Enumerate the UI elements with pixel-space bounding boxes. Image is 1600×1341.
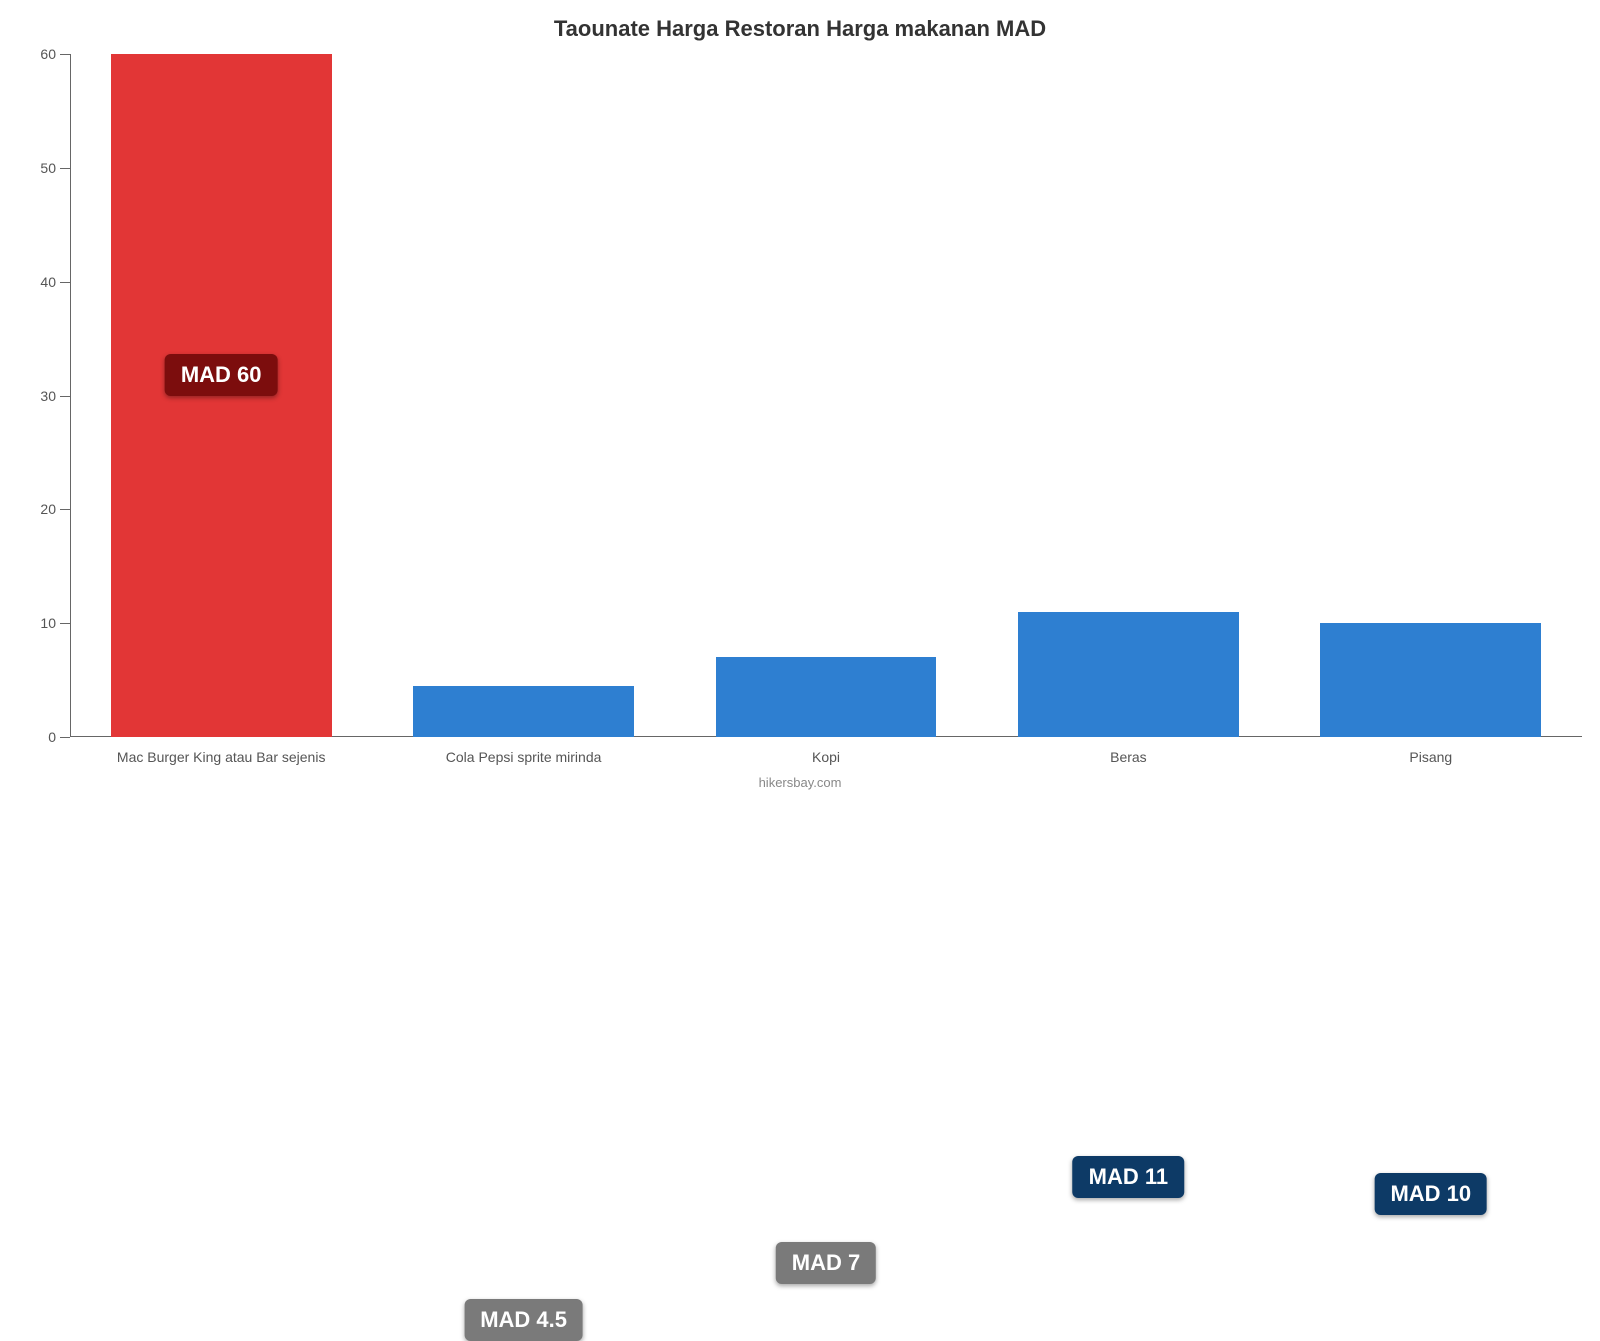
bar: MAD 7: [716, 657, 937, 737]
y-tick-label: 50: [40, 160, 70, 176]
x-axis-label: Cola Pepsi sprite mirinda: [446, 749, 602, 765]
x-axis-label: Beras: [1110, 749, 1147, 765]
plot-region: 0102030405060MAD 60MAD 4.5MAD 7MAD 11MAD…: [70, 54, 1582, 737]
y-tick-label: 20: [40, 501, 70, 517]
y-tick-label: 40: [40, 274, 70, 290]
y-tick-label: 10: [40, 615, 70, 631]
x-axis-label: Pisang: [1409, 749, 1452, 765]
bar: MAD 11: [1018, 612, 1239, 737]
x-axis-labels: Mac Burger King atau Bar sejenis Cola Pep…: [70, 749, 1582, 775]
bar-value-badge: MAD 4.5: [464, 1299, 583, 1341]
bar-value-badge: MAD 10: [1374, 1173, 1487, 1215]
x-axis-label: Mac Burger King atau Bar sejenis: [117, 749, 326, 765]
attribution-text: hikersbay.com: [0, 775, 1600, 800]
y-tick-label: 30: [40, 388, 70, 404]
chart-title: Taounate Harga Restoran Harga makanan MA…: [0, 0, 1600, 42]
bar-value-badge: MAD 7: [776, 1242, 876, 1284]
price-bar-chart: Taounate Harga Restoran Harga makanan MA…: [0, 0, 1600, 800]
y-tick-label: 60: [40, 46, 70, 62]
bar: MAD 60: [111, 54, 332, 737]
y-tick-label: 0: [48, 729, 70, 745]
bar: MAD 4.5: [413, 686, 634, 737]
bar-value-badge: MAD 60: [165, 354, 278, 396]
bar-value-badge: MAD 11: [1073, 1156, 1184, 1198]
y-axis-line: [70, 54, 71, 737]
bar: MAD 10: [1320, 623, 1541, 737]
x-axis-label: Kopi: [812, 749, 840, 765]
